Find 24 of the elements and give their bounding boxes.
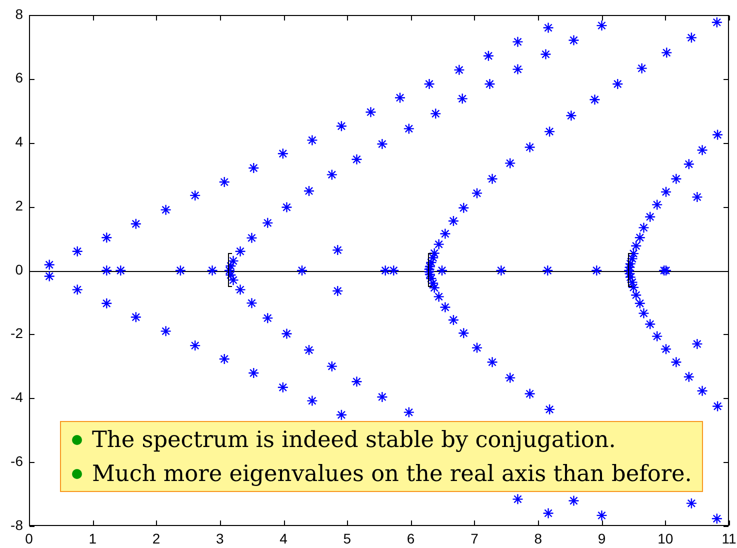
y-tick-label: -8 — [10, 516, 24, 533]
callout-box: The spectrum is indeed stable by conjugation. Much more eigenvalues on the real axis than before. — [60, 421, 703, 492]
y-tick-label: -2 — [10, 325, 24, 342]
y-tick-label: -6 — [10, 452, 24, 469]
x-tick-label: 11 — [722, 530, 736, 546]
x-tick-label: 0 — [25, 530, 34, 546]
y-tick-label: -4 — [10, 389, 24, 406]
annotation: Much more eigenvalues on the real axis than before. — [92, 461, 692, 487]
x-tick-label: 7 — [470, 530, 479, 546]
x-tick-label: 9 — [598, 530, 606, 546]
x-tick-label: 8 — [534, 530, 542, 546]
annotation: The spectrum is indeed stable by conjugation. — [92, 427, 616, 453]
x-tick-label: 4 — [280, 530, 288, 546]
y-tick-label: 0 — [15, 261, 24, 278]
x-tick-label: 2 — [152, 530, 160, 546]
y-tick-label: 4 — [15, 134, 24, 150]
x-tick-label: 10 — [658, 530, 674, 546]
x-tick-label: 6 — [406, 530, 415, 546]
x-tick-label: 3 — [216, 530, 224, 546]
y-tick-label: 8 — [15, 6, 24, 22]
y-tick-label: 6 — [15, 70, 24, 86]
x-tick-label: 1 — [88, 530, 97, 546]
x-tick-label: 5 — [343, 530, 352, 546]
y-tick-label: 2 — [15, 197, 24, 214]
